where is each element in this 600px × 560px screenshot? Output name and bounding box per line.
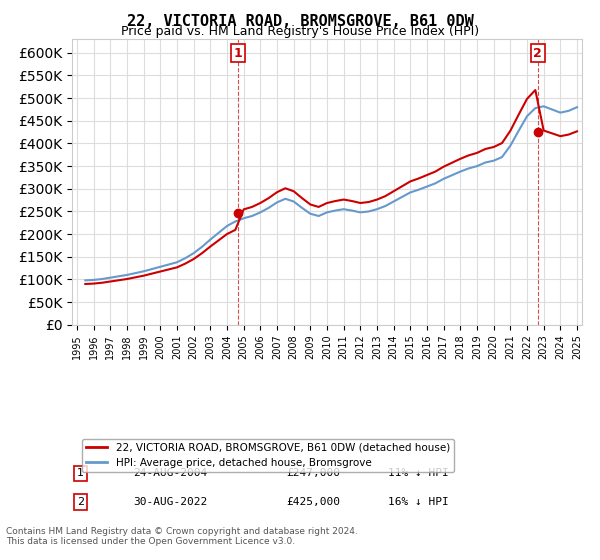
Text: 24-AUG-2004: 24-AUG-2004 [133, 468, 208, 478]
Text: 11% ↓ HPI: 11% ↓ HPI [388, 468, 449, 478]
Text: 16% ↓ HPI: 16% ↓ HPI [388, 497, 449, 507]
Text: 22, VICTORIA ROAD, BROMSGROVE, B61 0DW: 22, VICTORIA ROAD, BROMSGROVE, B61 0DW [127, 14, 473, 29]
Text: 1: 1 [77, 468, 84, 478]
Text: Contains HM Land Registry data © Crown copyright and database right 2024.
This d: Contains HM Land Registry data © Crown c… [6, 526, 358, 546]
Legend: 22, VICTORIA ROAD, BROMSGROVE, B61 0DW (detached house), HPI: Average price, det: 22, VICTORIA ROAD, BROMSGROVE, B61 0DW (… [82, 438, 454, 472]
Text: £425,000: £425,000 [286, 497, 340, 507]
Text: 30-AUG-2022: 30-AUG-2022 [133, 497, 208, 507]
Text: £247,000: £247,000 [286, 468, 340, 478]
Text: 2: 2 [533, 47, 542, 60]
Text: Price paid vs. HM Land Registry's House Price Index (HPI): Price paid vs. HM Land Registry's House … [121, 25, 479, 38]
Text: 1: 1 [233, 47, 242, 60]
Text: 2: 2 [77, 497, 84, 507]
